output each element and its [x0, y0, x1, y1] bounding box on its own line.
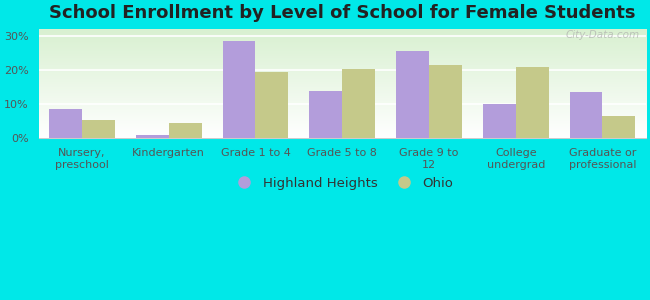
Bar [136, 135, 169, 139]
Bar [483, 104, 515, 139]
Bar [309, 91, 343, 139]
Title: School Enrollment by Level of School for Female Students: School Enrollment by Level of School for… [49, 4, 636, 22]
Text: City-Data.com: City-Data.com [566, 30, 640, 40]
Bar [569, 92, 603, 139]
Legend: Highland Heights, Ohio: Highland Heights, Ohio [226, 172, 459, 195]
Bar [82, 120, 115, 139]
Bar [255, 72, 289, 139]
Bar [603, 116, 636, 139]
Bar [429, 65, 462, 139]
Bar [49, 110, 82, 139]
Bar [515, 67, 549, 139]
Bar [343, 68, 375, 139]
Bar [396, 52, 429, 139]
Bar [222, 41, 255, 139]
Bar [169, 123, 202, 139]
